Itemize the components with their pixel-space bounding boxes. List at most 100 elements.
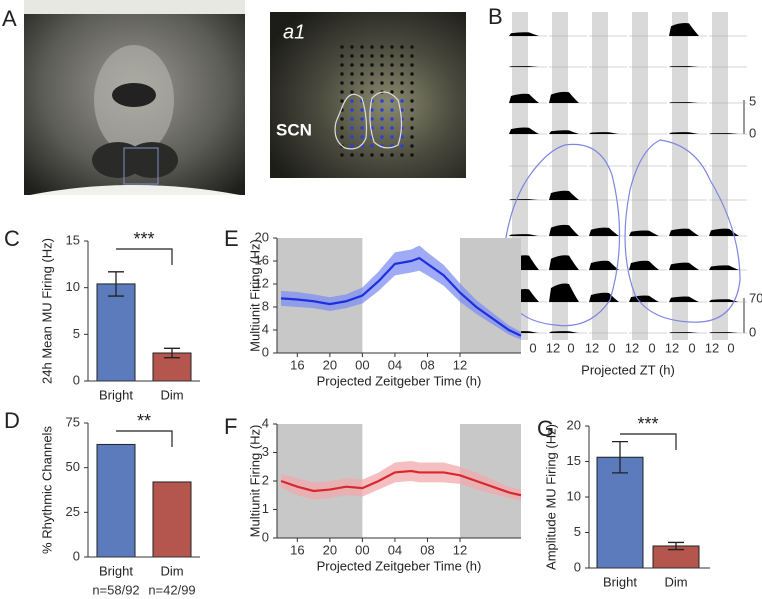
dark-phase xyxy=(632,12,648,340)
panel-b: B 5 0 70 0 Projected ZT (h) 12 0 12 0 12 0 12 0… xyxy=(488,4,762,378)
x-tick-label: 12 xyxy=(453,357,467,372)
electrode xyxy=(350,144,354,148)
electrode xyxy=(340,72,344,76)
y-axis-title: Amplitude MU Firing (Hz) xyxy=(543,424,558,570)
axis-line xyxy=(87,423,200,558)
electrode xyxy=(400,144,404,148)
y-axis-title: % Rhythmic Channels xyxy=(39,426,54,554)
x-axis-title: Projected Zeitgeber Time (h) xyxy=(317,558,482,573)
y-tick-label: 75 xyxy=(66,414,80,429)
activity-trace xyxy=(709,299,739,302)
activity-trace xyxy=(549,255,579,270)
inset-box xyxy=(123,147,159,185)
x-tick-label: 20 xyxy=(323,357,337,372)
electrode xyxy=(410,72,414,76)
electrode xyxy=(410,153,414,157)
electrode xyxy=(340,126,344,130)
x-tick-label: 04 xyxy=(388,357,402,372)
inset-label: a1 xyxy=(283,21,305,43)
electrode xyxy=(370,153,374,157)
dark-phase xyxy=(592,12,608,340)
electrode xyxy=(370,117,374,121)
x-tick-label: 12 xyxy=(665,340,679,355)
slice-edge xyxy=(24,0,245,14)
inset-photo xyxy=(270,12,466,178)
electrode xyxy=(400,45,404,49)
electrode xyxy=(360,72,364,76)
scale-label: 0 xyxy=(749,324,756,339)
electrode xyxy=(400,63,404,67)
activity-trace xyxy=(509,66,539,67)
y-tick-label: 2 xyxy=(262,472,269,487)
electrode xyxy=(410,63,414,67)
x-tick-label: 00 xyxy=(355,357,369,372)
x-tick-label: 12 xyxy=(585,340,599,355)
significance-label: *** xyxy=(133,229,154,249)
electrode xyxy=(360,108,364,112)
electrode xyxy=(360,126,364,130)
x-tick-label: 12 xyxy=(625,340,639,355)
y-tick-label: 0 xyxy=(574,559,581,574)
y-tick-label: 0 xyxy=(262,529,269,544)
electrode xyxy=(350,81,354,85)
electrode xyxy=(410,108,414,112)
axis-line xyxy=(276,424,521,539)
activity-trace xyxy=(549,283,579,302)
x-tick-label: 12 xyxy=(705,340,719,355)
y-tick-label: 3 xyxy=(262,444,269,459)
bar xyxy=(152,481,192,558)
y-axis-title: Multiunit Firing (Hz) xyxy=(247,425,262,538)
electrode xyxy=(400,108,404,112)
scale-label: 0 xyxy=(749,125,756,140)
electrode xyxy=(360,63,364,67)
slice-edge xyxy=(30,185,240,195)
electrode xyxy=(370,45,374,49)
x-tick-label: 0 xyxy=(608,340,615,355)
activity-trace xyxy=(709,228,739,236)
y-tick-label: 15 xyxy=(66,232,80,247)
y-tick-label: 4 xyxy=(262,321,269,336)
activity-trace xyxy=(549,130,579,134)
electrode xyxy=(340,153,344,157)
electrode xyxy=(380,72,384,76)
electrode xyxy=(350,117,354,121)
axis-line xyxy=(87,241,200,382)
electrode xyxy=(390,99,394,103)
electrode xyxy=(360,81,364,85)
x-tick-label: 04 xyxy=(388,542,402,557)
activity-trace xyxy=(669,66,699,67)
significance-bracket xyxy=(620,433,677,450)
electrode xyxy=(400,72,404,76)
electrode xyxy=(350,99,354,103)
electrode xyxy=(370,108,374,112)
electrode xyxy=(400,99,404,103)
panel-label: C xyxy=(4,226,20,251)
electrode xyxy=(340,117,344,121)
bar xyxy=(596,456,644,569)
electrode xyxy=(380,153,384,157)
activity-trace xyxy=(669,262,699,270)
dark-phase xyxy=(672,12,688,340)
electrode-grid xyxy=(340,45,414,157)
activity-trace xyxy=(589,292,619,302)
electrode xyxy=(350,153,354,157)
x-tick-label: 08 xyxy=(420,542,434,557)
y-tick-label: 20 xyxy=(255,229,269,244)
electrode xyxy=(340,63,344,67)
panel-label: A xyxy=(2,6,17,31)
electrode xyxy=(390,54,394,58)
ventricle xyxy=(112,83,156,107)
category-label: Dim xyxy=(160,387,183,402)
category-label: Bright xyxy=(99,563,133,578)
electrode xyxy=(340,81,344,85)
y-tick-label: 0 xyxy=(73,372,80,387)
activity-trace xyxy=(549,331,579,333)
electrode xyxy=(370,144,374,148)
x-tick-label: 00 xyxy=(355,542,369,557)
electrode xyxy=(380,45,384,49)
x-tick-label: 16 xyxy=(290,542,304,557)
electrode xyxy=(390,135,394,139)
electrode xyxy=(390,153,394,157)
electrode xyxy=(350,72,354,76)
panel-a: A a1 SCN xyxy=(2,0,466,195)
